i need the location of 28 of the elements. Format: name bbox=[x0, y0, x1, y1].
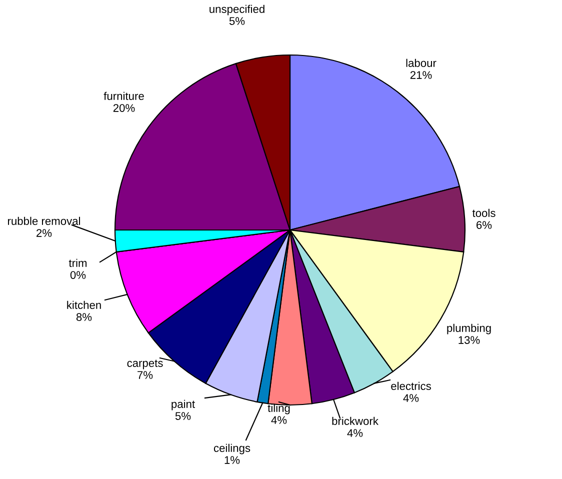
data-label: 5% bbox=[229, 17, 245, 25]
data-label: 4% bbox=[271, 416, 287, 424]
slice-label: tiling bbox=[268, 404, 290, 414]
data-label: 2% bbox=[36, 229, 52, 237]
slice-label: ceilings bbox=[214, 444, 250, 454]
data-label: 13% bbox=[458, 336, 480, 344]
slice-label: carpets bbox=[127, 360, 163, 370]
slice-label: paint bbox=[172, 400, 195, 410]
data-label: 6% bbox=[476, 221, 492, 229]
legend-label: trim bbox=[68, 258, 87, 267]
slice-label: furniture bbox=[104, 92, 144, 100]
data-label: 21% bbox=[410, 71, 432, 79]
data-label: 20% bbox=[113, 104, 135, 112]
data-label: 8% bbox=[76, 313, 92, 321]
slice-label: labour bbox=[406, 58, 436, 67]
data-label: 4% bbox=[347, 429, 363, 437]
data-label: 5% bbox=[175, 412, 191, 420]
slice-label: plumbing bbox=[447, 324, 491, 334]
slice-label: kitchen bbox=[67, 300, 101, 309]
data-label: 1% bbox=[224, 456, 240, 464]
slice-label: brickwork bbox=[332, 416, 378, 425]
slice-label: tools bbox=[472, 208, 496, 217]
slice-label: unspecified bbox=[210, 4, 264, 16]
data-label: 7% bbox=[138, 371, 153, 379]
data-label: 4% bbox=[403, 394, 419, 402]
text: 0% bbox=[70, 271, 86, 279]
slice-label: rubble removal bbox=[8, 216, 80, 225]
slice-label: electrics bbox=[391, 382, 431, 390]
